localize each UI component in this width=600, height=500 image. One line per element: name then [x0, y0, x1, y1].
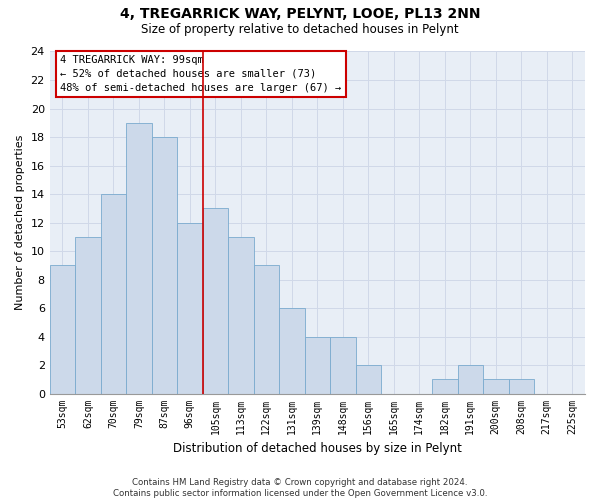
- Bar: [203, 208, 228, 394]
- Bar: [254, 266, 279, 394]
- Bar: [75, 237, 101, 394]
- Bar: [228, 237, 254, 394]
- Bar: [152, 137, 177, 394]
- Bar: [509, 380, 534, 394]
- Bar: [432, 380, 458, 394]
- Bar: [483, 380, 509, 394]
- Text: 4 TREGARRICK WAY: 99sqm
← 52% of detached houses are smaller (73)
48% of semi-de: 4 TREGARRICK WAY: 99sqm ← 52% of detache…: [61, 55, 341, 93]
- X-axis label: Distribution of detached houses by size in Pelynt: Distribution of detached houses by size …: [173, 442, 462, 455]
- Text: Contains HM Land Registry data © Crown copyright and database right 2024.
Contai: Contains HM Land Registry data © Crown c…: [113, 478, 487, 498]
- Text: 4, TREGARRICK WAY, PELYNT, LOOE, PL13 2NN: 4, TREGARRICK WAY, PELYNT, LOOE, PL13 2N…: [120, 8, 480, 22]
- Bar: [177, 222, 203, 394]
- Bar: [356, 365, 381, 394]
- Bar: [126, 123, 152, 394]
- Bar: [279, 308, 305, 394]
- Bar: [458, 365, 483, 394]
- Bar: [50, 266, 75, 394]
- Bar: [305, 336, 330, 394]
- Bar: [330, 336, 356, 394]
- Y-axis label: Number of detached properties: Number of detached properties: [15, 135, 25, 310]
- Bar: [101, 194, 126, 394]
- Text: Size of property relative to detached houses in Pelynt: Size of property relative to detached ho…: [141, 22, 459, 36]
